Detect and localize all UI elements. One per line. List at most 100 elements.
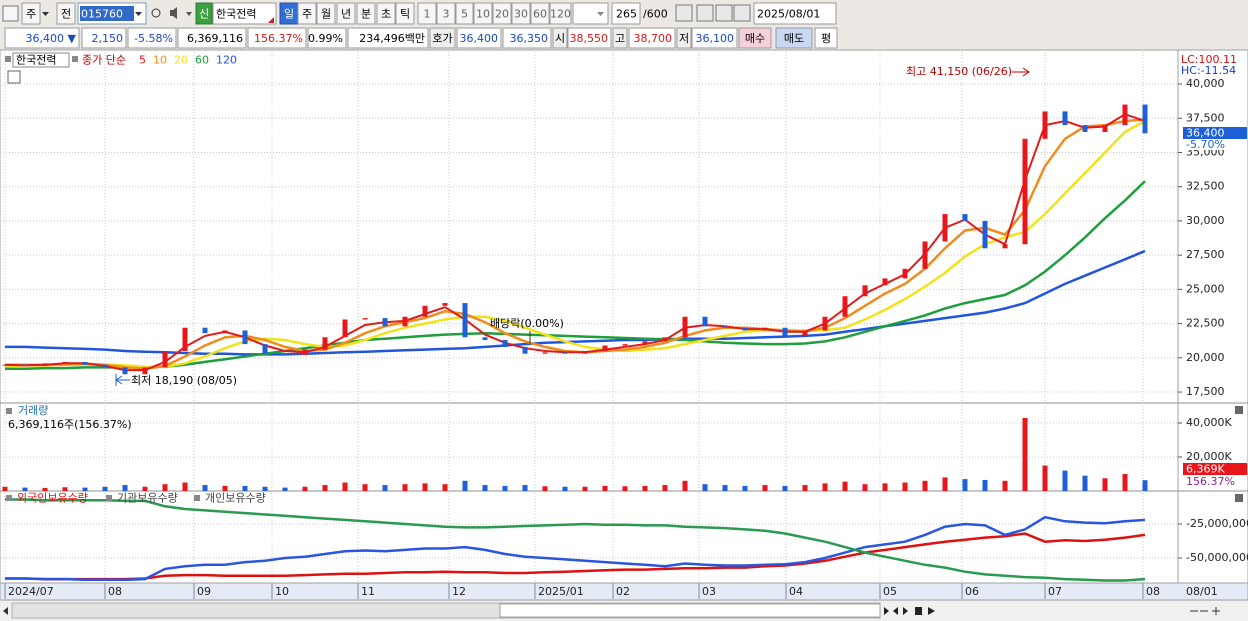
cell-box[interactable]	[511, 2, 531, 25]
cell-text[interactable]: 틱	[400, 8, 410, 21]
volume-bar	[142, 486, 148, 491]
cell-box[interactable]	[336, 2, 356, 25]
cell-text[interactable]: 일	[284, 7, 294, 21]
tool-icon[interactable]	[733, 4, 751, 22]
scroll-thumb[interactable]	[499, 603, 881, 618]
volume-bar	[182, 482, 188, 491]
cell-box	[212, 2, 277, 25]
cell-box[interactable]	[395, 2, 415, 25]
candle	[1062, 111, 1068, 126]
cell-text: 평	[821, 32, 831, 45]
candle	[542, 352, 548, 354]
candle	[382, 318, 388, 327]
candle	[882, 278, 888, 286]
cell-text: 36,100	[696, 32, 735, 45]
tool-icon[interactable]	[675, 4, 693, 22]
selection	[80, 6, 134, 21]
cell-text[interactable]: 주	[302, 8, 312, 21]
cell-text: 매도	[784, 32, 804, 45]
candle	[662, 337, 668, 342]
cell-box[interactable]	[21, 2, 41, 25]
legend-square	[6, 495, 12, 501]
candle	[622, 344, 628, 346]
cell-text[interactable]: 60	[533, 8, 547, 21]
volume-bar	[122, 485, 128, 491]
legend-square	[6, 408, 12, 414]
volume-bar	[442, 484, 448, 491]
candle	[262, 344, 268, 354]
legend-square	[106, 495, 112, 501]
cell-text: 6,369,116	[187, 32, 243, 45]
volume-bar	[1002, 480, 1008, 491]
cell-text[interactable]: 5	[461, 8, 468, 21]
candle	[502, 340, 508, 347]
candle	[982, 220, 988, 249]
tool-icon[interactable]	[715, 4, 733, 22]
cell-text[interactable]: 전	[61, 8, 71, 21]
cell-box[interactable]	[316, 2, 336, 25]
cell-text[interactable]: 월	[321, 8, 331, 21]
cell-box[interactable]	[376, 2, 396, 25]
grid-icon[interactable]	[7, 70, 21, 84]
legend-square	[72, 56, 78, 62]
close-icon[interactable]	[1235, 494, 1243, 502]
zoom-controls[interactable]	[1190, 607, 1220, 615]
volume-bar	[722, 485, 728, 491]
marker	[268, 17, 274, 23]
scroll-left[interactable]	[3, 607, 8, 615]
volume-bar	[642, 485, 648, 491]
dropdown[interactable]	[572, 2, 609, 25]
y-tick-label: 22,500	[1186, 317, 1225, 330]
cell-box[interactable]	[473, 2, 493, 25]
line	[5, 180, 1146, 371]
cell-text[interactable]: 30	[514, 8, 528, 21]
x-tick-label: 09	[197, 585, 211, 598]
cell-box[interactable]	[455, 2, 474, 25]
cell-box[interactable]	[492, 2, 512, 25]
cell-text[interactable]: 주	[26, 8, 36, 21]
cell-text[interactable]: 1	[424, 8, 431, 21]
tool-icon[interactable]	[696, 4, 714, 22]
cell-box[interactable]	[436, 2, 456, 25]
cell-text: /600	[643, 8, 668, 21]
x-tick-label: 11	[361, 585, 375, 598]
cell-text: 156.37%	[254, 32, 303, 45]
speaker-icon[interactable]	[170, 7, 192, 19]
cell-box	[753, 2, 837, 25]
cell-box[interactable]	[56, 2, 76, 25]
candle	[802, 330, 808, 336]
legend-entry: 10	[153, 54, 167, 67]
cell-text[interactable]: 년	[341, 8, 351, 21]
cell-box	[552, 27, 568, 49]
cell-box[interactable]	[530, 2, 550, 25]
cell-text[interactable]: 120	[550, 8, 571, 21]
cell-text[interactable]: 015760	[81, 8, 123, 21]
cell-box[interactable]	[297, 2, 317, 25]
volume-bar	[782, 485, 788, 491]
cell-text[interactable]: 분	[361, 8, 371, 21]
chart-name: 한국전력	[16, 54, 56, 67]
candle	[282, 353, 288, 356]
candle	[742, 327, 748, 331]
cell-text[interactable]: 초	[381, 8, 391, 21]
cell-box	[456, 27, 502, 49]
cell-text[interactable]: 3	[443, 8, 450, 21]
x-tick-label: 08	[108, 585, 122, 598]
search-icon[interactable]	[151, 8, 161, 18]
cell-box[interactable]	[356, 2, 376, 25]
volume-bar	[982, 479, 988, 491]
legend-entry: 20	[174, 54, 188, 67]
cell-box	[611, 2, 641, 25]
menu-icon[interactable]	[2, 5, 19, 22]
close-icon[interactable]	[1235, 406, 1243, 414]
cell-text[interactable]: 20	[495, 8, 509, 21]
cell-box[interactable]	[417, 2, 437, 25]
playback-controls[interactable]	[884, 607, 935, 615]
cell-box	[429, 27, 456, 49]
candle	[2, 364, 8, 366]
cell-text[interactable]: 10	[476, 8, 490, 21]
cell-box[interactable]	[549, 2, 572, 25]
legend-entry: 개인보유수량	[205, 492, 266, 505]
volume-bar	[262, 486, 268, 491]
